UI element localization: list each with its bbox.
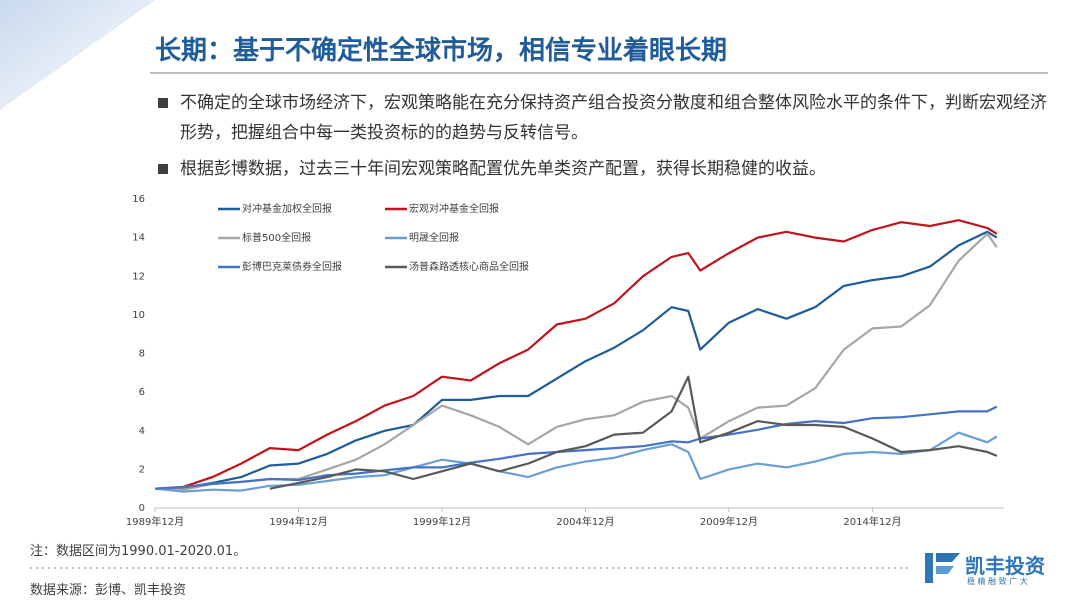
series-line — [154, 431, 998, 493]
x-tick-label: 1994年12月 — [269, 515, 327, 528]
legend-label: 明晟全回报 — [409, 231, 459, 244]
y-tick-label: 10 — [132, 310, 145, 321]
x-tick-label: 1989年12月 — [126, 515, 184, 528]
y-tick-label: 12 — [132, 271, 145, 282]
legend-label: 对冲基金加权全回报 — [242, 202, 332, 215]
note: 注：数据区间为1990.01-2020.01。 — [30, 544, 247, 559]
legend-label: 标普500全回报 — [242, 231, 311, 244]
title: 长期：基于不确定性全球市场，相信专业着眼长期 — [155, 36, 728, 66]
legend-label: 宏观对冲基金全回报 — [409, 202, 499, 215]
bullet: 根据彭博数据，过去三十年间宏观策略配置优先单类资产配置，获得长期稳健的收益。 — [158, 154, 1050, 184]
y-tick-label: 8 — [139, 349, 145, 360]
y-tick-label: 16 — [132, 194, 145, 205]
y-tick-label: 0 — [139, 503, 145, 514]
y-tick-label: 4 — [139, 426, 145, 437]
series-line — [269, 375, 998, 490]
legend-label: 彭博巴克莱债券全回报 — [242, 260, 342, 273]
x-tick-label: 1999年12月 — [413, 515, 471, 528]
logo-tagline: 稳 精 融 致 广 大 — [967, 577, 1028, 586]
y-tick-label: 14 — [132, 233, 145, 244]
series-line — [154, 232, 998, 491]
logo-name: 凯丰投资 — [965, 554, 1045, 578]
series-line — [154, 405, 998, 490]
x-tick-label: 2009年12月 — [700, 515, 758, 528]
series-line — [154, 219, 998, 490]
chart: 0 2 4 6 8 10 12 14 16 1989年12月 1994年12月 1999年12月 200… — [126, 194, 1004, 528]
series-line — [154, 230, 998, 490]
x-tick-label: 2004年12月 — [556, 515, 614, 528]
y-tick-label: 2 — [139, 464, 145, 475]
x-tick-label: 2014年12月 — [843, 515, 901, 528]
bullet: 不确定的全球市场经济下，宏观策略能在充分保持资产组合投资分散度和组合整体风险水平… — [158, 88, 1050, 148]
logo-mark — [925, 553, 960, 583]
source: 数据来源：彭博、凯丰投资 — [30, 583, 187, 598]
legend-label: 汤普森路透核心商品全回报 — [409, 260, 529, 273]
corner-decor — [0, 0, 155, 110]
y-tick-label: 6 — [139, 387, 145, 398]
